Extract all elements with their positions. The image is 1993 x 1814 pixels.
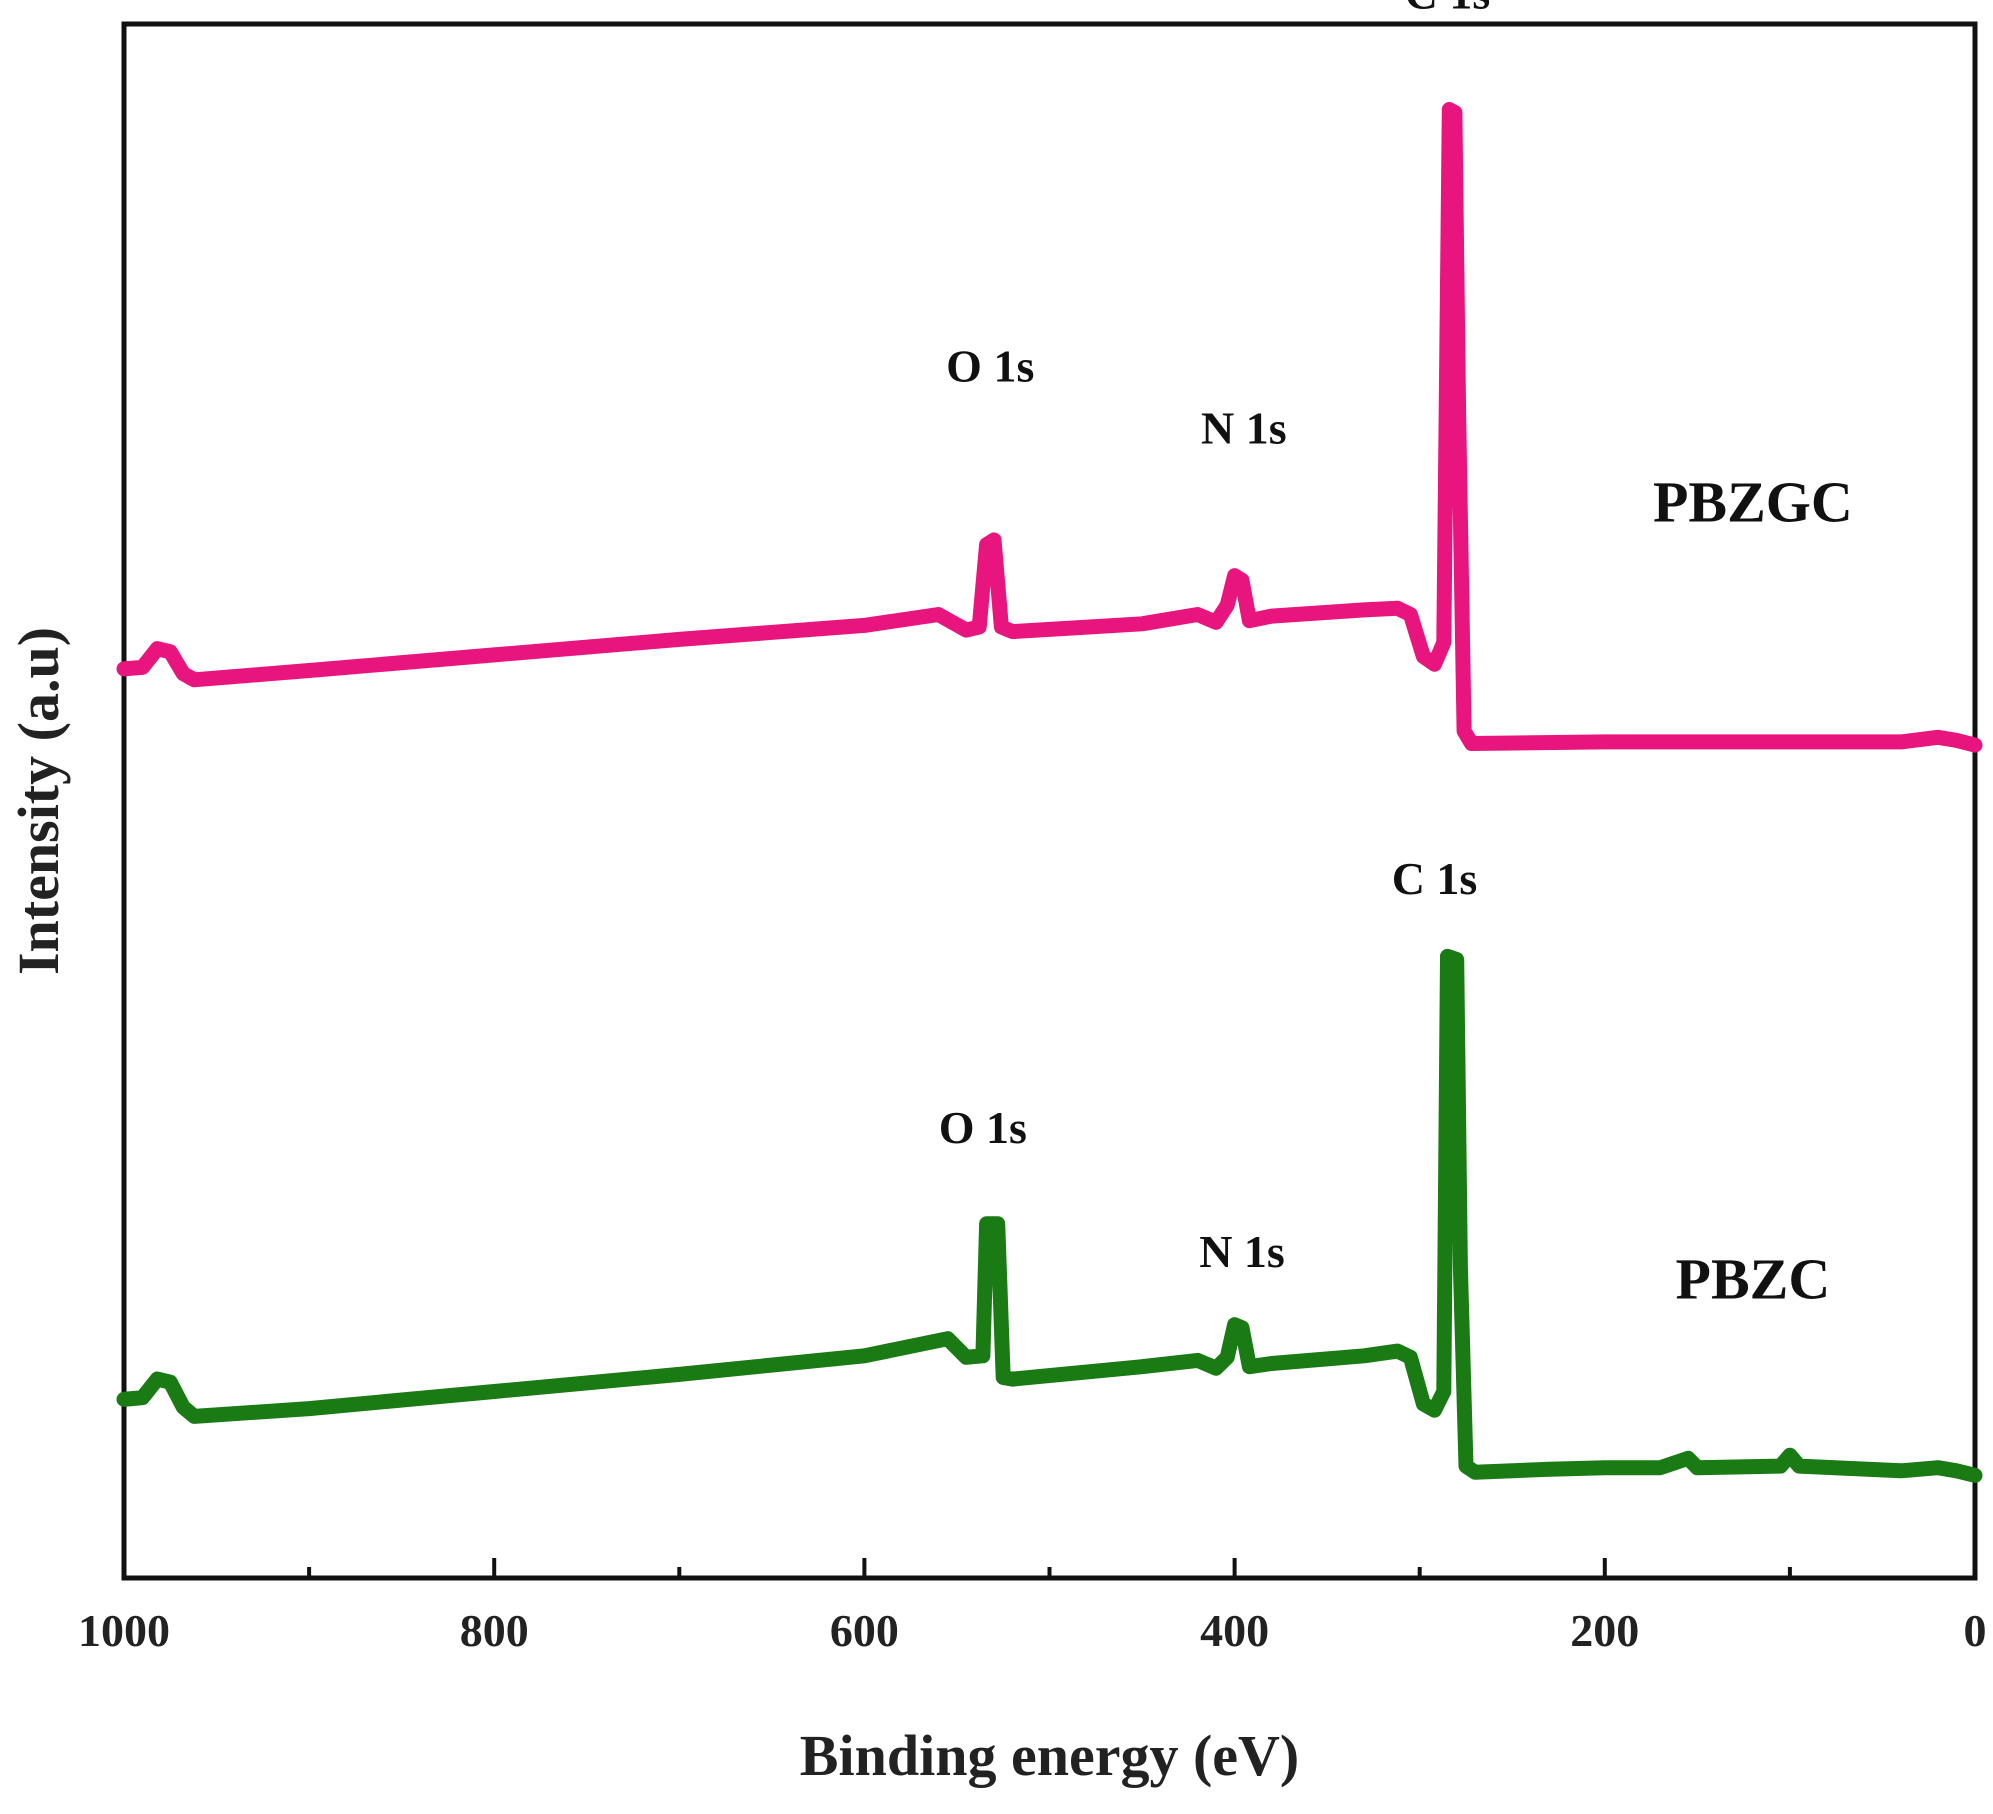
- peak-label: O 1s: [939, 1102, 1027, 1153]
- x-axis-title: Binding energy (eV): [800, 1723, 1299, 1788]
- plot-frame: [121, 21, 1978, 1581]
- x-tick-label: 800: [460, 1605, 529, 1656]
- peak-label: C 1s: [1405, 0, 1491, 18]
- x-tick-label: 200: [1570, 1605, 1639, 1656]
- peak-label: N 1s: [1199, 1226, 1285, 1277]
- peak-label: N 1s: [1201, 403, 1287, 454]
- peak-label: C 1s: [1392, 853, 1478, 904]
- peak-labels: C 1s O 1s N 1s C 1s O 1s N 1s: [939, 0, 1491, 1277]
- series-line-pbzgc: [116, 102, 1983, 753]
- x-tick-label: 0: [1964, 1605, 1987, 1656]
- series-layer: [116, 102, 1983, 1483]
- series-name-label: PBZGC: [1653, 469, 1853, 534]
- x-tick-label: 600: [830, 1605, 899, 1656]
- series-line-pbzc: [116, 948, 1983, 1483]
- x-axis-ticks: [122, 1558, 1977, 1578]
- peak-label: O 1s: [946, 340, 1034, 391]
- x-tick-label: 1000: [78, 1605, 170, 1656]
- y-axis-title: Intensity (a.u): [6, 627, 71, 975]
- series-name-label: PBZC: [1676, 1246, 1831, 1311]
- series-name-labels: PBZGC PBZC: [1653, 469, 1853, 1311]
- x-tick-label: 400: [1200, 1605, 1269, 1656]
- x-axis-tick-labels: 1000 800 600 400 200 0: [78, 1605, 1987, 1656]
